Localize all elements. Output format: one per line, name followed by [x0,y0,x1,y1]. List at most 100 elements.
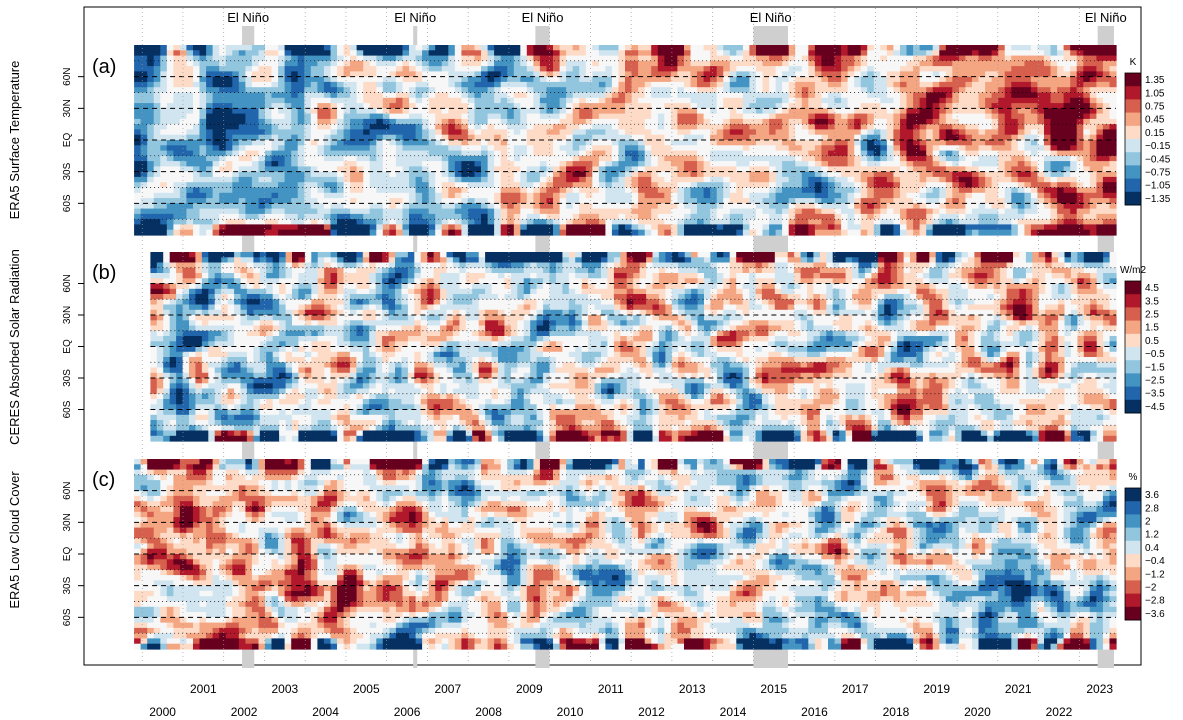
heatmap-cell [880,166,888,173]
heatmap-cell [134,161,142,167]
heatmap-cell [258,145,266,152]
heatmap-cell [245,171,253,178]
heatmap-cell [415,92,423,99]
heatmap-cell [742,81,750,88]
heatmap-cell [664,176,672,183]
heatmap-cell [153,134,161,141]
heatmap-cell [232,134,240,141]
heatmap-cell [664,145,672,152]
heatmap-cell [860,50,868,57]
heatmap-cell [788,192,796,199]
heatmap-cell [880,129,888,136]
heatmap-cell [166,113,174,120]
heatmap-cell [985,176,993,183]
heatmap-cell [219,103,227,109]
heatmap-cell [402,198,410,204]
heatmap-cell [972,161,980,167]
heatmap-cell [513,97,521,104]
heatmap-cell [618,208,626,215]
heatmap-cell [520,134,528,141]
heatmap-cell [245,129,253,136]
heatmap-cell [212,192,220,199]
heatmap-cell [697,134,705,141]
heatmap-cell [697,71,705,78]
heatmap-cell [913,87,921,94]
heatmap-cell [1030,55,1038,62]
heatmap-cell [219,129,227,136]
heatmap-cell [526,103,534,109]
heatmap-cell [337,213,345,220]
heatmap-cell [592,145,600,152]
heatmap-cell [1102,108,1110,115]
heatmap-cell [415,50,423,57]
heatmap-cell [978,103,986,109]
heatmap-cell [454,182,462,189]
heatmap-cell [251,150,259,157]
heatmap-cell [526,208,534,215]
heatmap-cell [605,113,613,120]
heatmap-cell [906,145,914,152]
heatmap-cell [166,50,174,57]
heatmap-cell [834,45,842,51]
heatmap-cell [710,134,718,141]
heatmap-cell [225,155,233,162]
heatmap-cell [644,81,652,88]
heatmap-cell [821,50,829,57]
heatmap-cell [291,208,299,215]
heatmap-cell [677,71,685,78]
heatmap-cell [330,45,338,51]
heatmap-cell [952,124,960,131]
heatmap-cell [945,50,953,57]
heatmap-cell [821,124,829,131]
heatmap-cell [886,182,894,189]
heatmap-cell [271,213,279,220]
heatmap-cell [284,176,292,183]
heatmap-cell [749,81,757,88]
heatmap-cell [978,192,986,199]
heatmap-cell [435,187,443,194]
heatmap-cell [1024,166,1032,173]
heatmap-cell [350,66,358,72]
heatmap-cell [631,134,639,141]
heatmap-cell [284,124,292,131]
heatmap-cell [546,150,554,157]
heatmap-cell [769,134,777,141]
heatmap-cell [814,161,822,167]
heatmap-cell [382,71,390,78]
heatmap-cell [415,97,423,104]
heatmap-cell [566,71,574,78]
heatmap-cell [886,161,894,167]
heatmap-cell [265,113,273,120]
heatmap-cell [1063,192,1071,199]
heatmap-cell [873,145,881,152]
heatmap-cell [369,118,377,125]
heatmap-cell [1070,81,1078,88]
heatmap-cell [926,60,934,67]
heatmap-cell [1076,87,1084,94]
heatmap-cell [1070,97,1078,104]
heatmap-cell [134,81,142,88]
heatmap-cell [801,187,809,194]
heatmap-cell [297,50,305,57]
heatmap-cell [1070,134,1078,141]
heatmap-cell [618,81,626,88]
heatmap-cell [749,45,757,51]
heatmap-cell [913,103,921,109]
heatmap-cell [278,55,286,62]
heatmap-cell [337,60,345,67]
heatmap-cell [179,182,187,189]
heatmap-cell [395,176,403,183]
heatmap-cell [972,108,980,115]
heatmap-cell [821,166,829,173]
heatmap-cell [657,134,665,141]
heatmap-cell [945,124,953,131]
heatmap-cell [179,208,187,215]
heatmap-cell [1089,140,1097,146]
heatmap-cell [566,182,574,189]
heatmap-cell [186,198,194,204]
heatmap-cell [585,129,593,136]
heatmap-cell [474,129,482,136]
heatmap-cell [939,66,947,72]
heatmap-cell [153,182,161,189]
heatmap-cell [749,113,757,120]
